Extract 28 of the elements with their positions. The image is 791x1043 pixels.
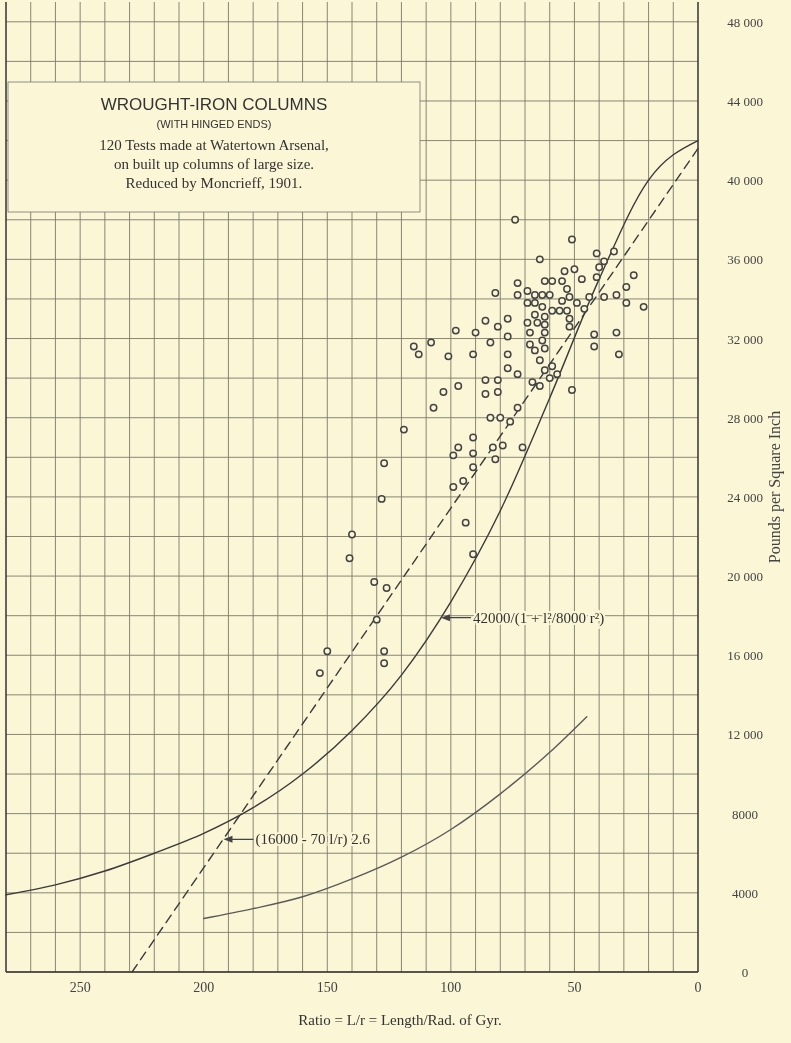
y-tick-label: 40 000 bbox=[727, 173, 763, 189]
x-tick-label: 250 bbox=[69, 980, 91, 995]
y-axis-title: Pounds per Square Inch bbox=[766, 410, 784, 564]
annotation: on built up columns of large size. bbox=[113, 156, 315, 172]
x-tick-label: 200 bbox=[193, 980, 215, 995]
x-tick-label: 50 bbox=[567, 980, 582, 995]
y-tick-label: 4000 bbox=[732, 885, 758, 901]
x-tick-label: 0 bbox=[694, 980, 702, 995]
y-tick-label: 24 000 bbox=[727, 489, 763, 505]
x-tick-label: 150 bbox=[316, 980, 338, 995]
annotation: (16000 - 70 l/r) 2.6 bbox=[255, 831, 371, 849]
y-tick-label: 44 000 bbox=[727, 93, 763, 109]
y-tick-label: 36 000 bbox=[727, 252, 763, 268]
annotation: Reduced by Moncrieff, 1901. bbox=[125, 175, 303, 191]
y-tick-label: 32 000 bbox=[727, 331, 763, 347]
annotation: 120 Tests made at Watertown Arsenal, bbox=[99, 137, 329, 153]
y-tick-label: 8000 bbox=[732, 806, 758, 822]
x-tick-label: 100 bbox=[440, 980, 462, 995]
x-axis-title: Ratio = L/r = Length/Rad. of Gyr. bbox=[298, 1012, 502, 1028]
annotation: 42000/(1 + l²/8000 r²) bbox=[472, 609, 605, 627]
line-series bbox=[203, 715, 588, 920]
y-tick-label: 12 000 bbox=[727, 727, 763, 743]
y-tick-label: 48 000 bbox=[727, 14, 763, 30]
y-tick-label: 20 000 bbox=[727, 569, 763, 585]
y-tick-label: 28 000 bbox=[727, 410, 763, 426]
text-box: WROUGHT-IRON COLUMNS (WITH HINGED ENDS) 120 Tests made at Watertown Arsenal, on built up columns of large size. Reduced by Moncrieff, 1901. bbox=[7, 81, 421, 213]
y-tick-label: 0 bbox=[741, 965, 749, 980]
y-tick-label: 16 000 bbox=[727, 648, 763, 664]
